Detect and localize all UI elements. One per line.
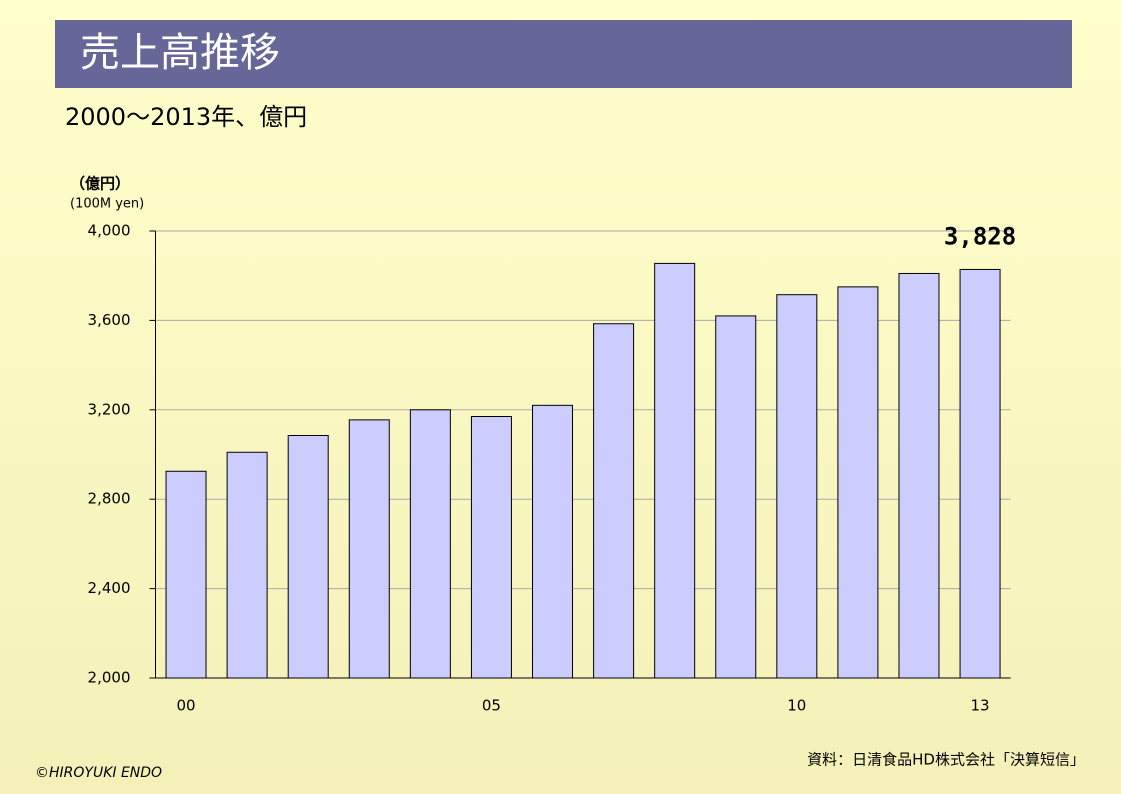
bar	[226, 451, 268, 679]
bar	[470, 416, 512, 679]
title-bar	[55, 20, 1072, 88]
bar	[409, 409, 451, 679]
y-axis-label-en: (100M yen)	[70, 197, 144, 212]
bar	[654, 262, 696, 679]
chart-title: 売上高推移	[80, 30, 280, 76]
y-tick-label: 2,400	[88, 579, 131, 597]
y-tick-label: 2,800	[88, 490, 131, 508]
bar	[593, 323, 635, 679]
bar	[165, 470, 207, 679]
bar	[959, 268, 1001, 679]
y-tick-label: 4,000	[88, 222, 131, 240]
chart-subtitle: 2000～2013年、億円	[65, 103, 307, 131]
y-tick-label: 3,600	[88, 311, 131, 329]
data-label: 3,828	[944, 222, 1016, 250]
x-tick-label: 00	[176, 697, 195, 715]
source-note: 資料：日清食品HD株式会社「決算短信」	[807, 751, 1085, 769]
bar	[715, 315, 757, 679]
x-tick-label: 13	[971, 697, 990, 715]
bar	[348, 419, 390, 679]
bar	[837, 286, 879, 679]
bar	[898, 272, 940, 679]
x-tick-label: 10	[787, 697, 806, 715]
bar	[776, 294, 818, 679]
y-tick-label: 3,200	[88, 400, 131, 418]
y-axis-label: （億円）	[70, 175, 130, 193]
bar	[287, 435, 329, 679]
y-tick-label: 2,000	[88, 669, 131, 687]
x-tick-label: 05	[482, 697, 501, 715]
credit: ©HIROYUKI ENDO	[35, 765, 162, 781]
bar	[532, 404, 574, 679]
